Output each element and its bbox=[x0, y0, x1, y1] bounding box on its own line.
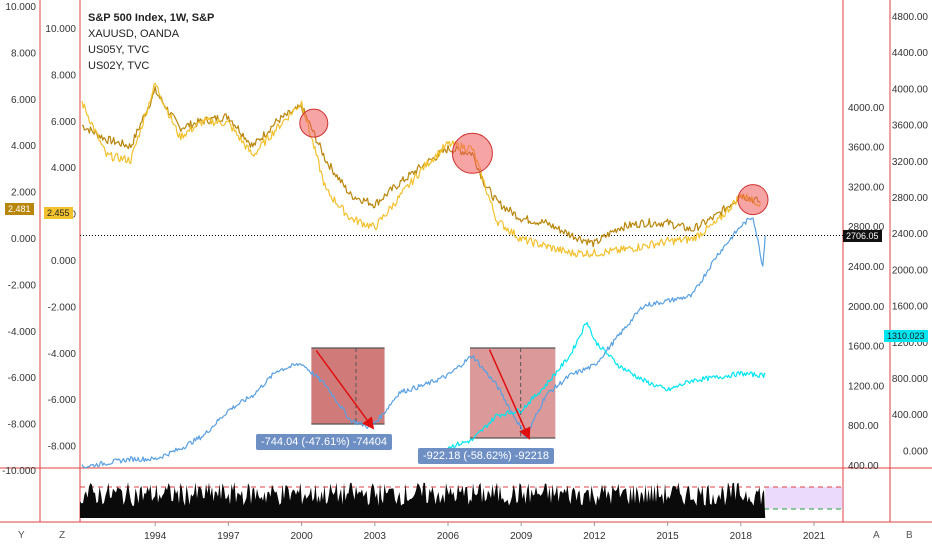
x-tick-9: 2021 bbox=[803, 531, 826, 542]
gold-last-badge: 1310.023 bbox=[884, 330, 928, 342]
peak-highlight-circle-0 bbox=[299, 108, 329, 138]
left-inner-tick-6: -2.000 bbox=[48, 302, 77, 313]
drawdown-label-2008: -922.18 (-58.62%) -92218 bbox=[418, 448, 554, 464]
left-inner-tick-3: 4.000 bbox=[51, 163, 76, 174]
x-tick-0: 1994 bbox=[144, 531, 167, 542]
left-outer-tick-11: -10.000 bbox=[2, 466, 36, 477]
right-inner-tick-1: 3600.00 bbox=[848, 143, 885, 154]
left-inner-tick-0: 10.000 bbox=[45, 24, 76, 35]
left-outer-tick-6: 0.000 bbox=[11, 234, 36, 245]
left-inner-tick-2: 6.000 bbox=[51, 117, 76, 128]
legend-xauusd: XAUUSD, OANDA bbox=[88, 28, 180, 40]
right-inner-tick-4: 2400.00 bbox=[848, 262, 885, 273]
right-outer-tick-1: 4400.00 bbox=[892, 48, 929, 59]
right-inner-tick-7: 1200.00 bbox=[848, 381, 885, 392]
right-outer-tick-3: 3600.00 bbox=[892, 121, 929, 132]
right-inner-tick-0: 4000.00 bbox=[848, 103, 885, 114]
right-outer-tick-10: 800.000 bbox=[892, 374, 929, 385]
right-outer-tick-0: 4800.00 bbox=[892, 12, 929, 23]
series-line-3 bbox=[447, 321, 766, 449]
left-outer-tick-1: 10.000 bbox=[5, 2, 36, 13]
us02y-last-badge: 2.455 bbox=[44, 207, 73, 219]
chart-legend: S&P 500 Index, 1W, S&P XAUUSD, OANDA US0… bbox=[88, 10, 214, 74]
right-inner-tick-3: 2800.00 bbox=[848, 222, 885, 233]
right-outer-tick-4: 3200.00 bbox=[892, 157, 929, 168]
right-inner-tick-6: 1600.00 bbox=[848, 342, 885, 353]
drawdown-arrow-0 bbox=[315, 350, 375, 430]
spx-last-badge: 2706.05 bbox=[843, 230, 882, 242]
right-outer-tick-12: 0.000 bbox=[903, 446, 928, 457]
left-outer-tick-3: 6.000 bbox=[11, 95, 36, 106]
right-outer-tick-9: 1200.00 bbox=[892, 338, 929, 349]
left-inner-tick-7: -4.000 bbox=[48, 349, 77, 360]
legend-spx: S&P 500 Index, 1W, S&P bbox=[88, 12, 215, 24]
right-outer-tick-7: 2000.00 bbox=[892, 265, 929, 276]
axis-z-label: Z bbox=[59, 530, 66, 541]
drawdown-label-2000: -744.04 (-47.61%) -74404 bbox=[256, 434, 392, 450]
x-tick-5: 2009 bbox=[510, 531, 533, 542]
legend-us02y: US02Y, TVC bbox=[88, 60, 150, 72]
right-inner-tick-2: 3200.00 bbox=[848, 182, 885, 193]
left-outer-tick-2: 8.000 bbox=[11, 48, 36, 59]
right-outer-tick-11: 400.000 bbox=[892, 410, 929, 421]
left-outer-tick-5: 2.000 bbox=[11, 188, 36, 199]
right-outer-tick-5: 2800.00 bbox=[892, 193, 929, 204]
right-outer-tick-6: 2400.00 bbox=[892, 229, 929, 240]
right-inner-tick-5: 2000.00 bbox=[848, 302, 885, 313]
axis-y-label: Y bbox=[18, 530, 25, 541]
axis-b-label: B bbox=[906, 530, 913, 541]
left-inner-tick-9: -8.000 bbox=[48, 442, 77, 453]
peak-highlight-circle-1 bbox=[451, 132, 493, 174]
x-tick-1: 1997 bbox=[217, 531, 240, 542]
peak-highlight-circle-2 bbox=[737, 184, 769, 216]
axis-a-label: A bbox=[873, 530, 880, 541]
us05y-last-badge: 2.481 bbox=[5, 203, 34, 215]
left-inner-tick-1: 8.000 bbox=[51, 70, 76, 81]
left-outer-tick-9: -6.000 bbox=[8, 373, 37, 384]
legend-us05y: US05Y, TVC bbox=[88, 44, 150, 56]
x-tick-7: 2015 bbox=[656, 531, 679, 542]
x-tick-4: 2006 bbox=[437, 531, 460, 542]
left-inner-tick-8: -6.000 bbox=[48, 395, 77, 406]
x-tick-8: 2018 bbox=[730, 531, 753, 542]
left-outer-tick-8: -4.000 bbox=[8, 327, 37, 338]
left-outer-tick-10: -8.000 bbox=[8, 420, 37, 431]
right-outer-tick-8: 1600.00 bbox=[892, 302, 929, 313]
oscillator-band bbox=[765, 487, 843, 509]
drawdown-box-2008 bbox=[469, 348, 556, 438]
x-tick-2: 2000 bbox=[290, 531, 313, 542]
x-tick-3: 2003 bbox=[364, 531, 387, 542]
left-inner-tick-5: 0.000 bbox=[51, 256, 76, 267]
left-outer-tick-4: 4.000 bbox=[11, 141, 36, 152]
drawdown-arrow-1 bbox=[488, 349, 531, 440]
right-inner-tick-8: 800.00 bbox=[848, 421, 879, 432]
series-line-1 bbox=[81, 82, 761, 258]
left-outer-tick-7: -2.000 bbox=[8, 280, 37, 291]
right-outer-tick-2: 4000.00 bbox=[892, 84, 929, 95]
right-inner-tick-9: 400.00 bbox=[848, 461, 879, 472]
oscillator-area bbox=[80, 482, 766, 518]
x-tick-6: 2012 bbox=[583, 531, 606, 542]
series-line-2 bbox=[81, 217, 766, 469]
